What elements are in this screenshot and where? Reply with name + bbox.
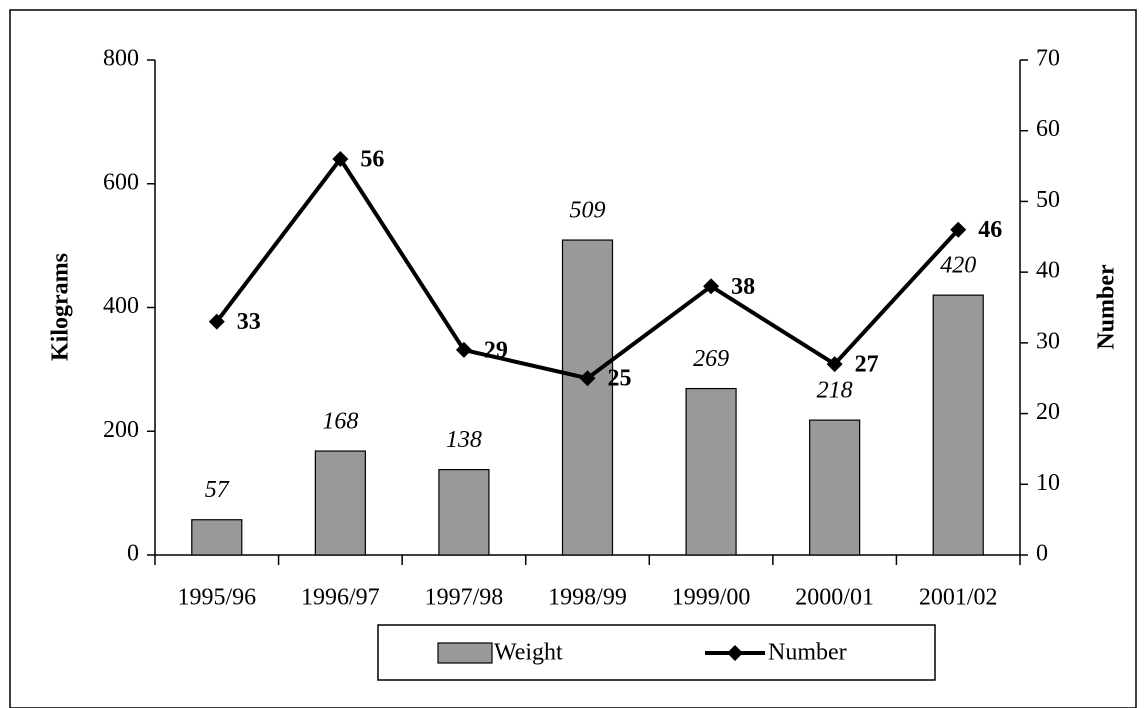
line-value-label: 33 <box>237 309 261 335</box>
x-tick-label: 1998/99 <box>548 585 627 611</box>
line-marker <box>332 151 349 167</box>
bar-value-label: 509 <box>570 198 606 224</box>
y2-axis-title: Number <box>1094 264 1120 350</box>
y-tick-label: 600 <box>103 169 139 195</box>
chart-border <box>9 9 1137 708</box>
bar <box>685 387 737 556</box>
y2-tick-label: 30 <box>1036 328 1060 354</box>
bar-value-label: 269 <box>693 346 729 372</box>
bar-value-label: 218 <box>817 378 853 404</box>
line-marker <box>826 356 843 373</box>
line-value-label: 38 <box>731 274 755 300</box>
bar-value-label: 57 <box>205 477 230 503</box>
line-marker <box>208 313 225 330</box>
line-value-label: 56 <box>360 147 384 173</box>
y-tick-label: 400 <box>103 293 139 319</box>
legend-label: Number <box>768 640 847 666</box>
line-marker <box>950 221 967 238</box>
y2-tick-label: 50 <box>1036 187 1060 213</box>
y2-tick-label: 60 <box>1036 116 1060 142</box>
bar-value-label: 420 <box>940 253 976 279</box>
bar-value-label: 138 <box>446 427 482 453</box>
line-marker <box>703 278 720 295</box>
bar <box>314 450 366 556</box>
legend-swatch <box>437 642 493 664</box>
x-tick-label: 1999/00 <box>672 585 751 611</box>
line-value-label: 25 <box>608 366 632 392</box>
line-marker <box>579 370 596 387</box>
line-value-label: 46 <box>978 217 1002 243</box>
x-tick-label: 1997/98 <box>425 585 504 611</box>
y-tick-label: 800 <box>103 46 139 72</box>
bar <box>932 294 984 556</box>
y2-tick-label: 10 <box>1036 470 1060 496</box>
x-tick-label: 1995/96 <box>177 585 256 611</box>
bar <box>191 519 243 556</box>
legend <box>377 624 936 681</box>
line-value-label: 27 <box>855 352 879 378</box>
line-marker <box>455 341 472 358</box>
x-tick-label: 1996/97 <box>301 585 380 611</box>
y-axis-title: Kilograms <box>48 253 74 361</box>
y-tick-label: 200 <box>103 417 139 443</box>
y2-tick-label: 70 <box>1036 46 1060 72</box>
y-tick-label: 0 <box>127 541 139 567</box>
legend-swatch <box>727 645 743 661</box>
bar <box>561 239 614 556</box>
x-tick-label: 2001/02 <box>919 585 998 611</box>
y2-tick-label: 0 <box>1036 541 1048 567</box>
bar <box>809 419 861 556</box>
x-tick-label: 2000/01 <box>795 585 874 611</box>
y2-tick-label: 20 <box>1036 399 1060 425</box>
bar-value-label: 168 <box>322 409 358 435</box>
bar <box>438 469 490 556</box>
y2-tick-label: 40 <box>1036 258 1060 284</box>
legend-label: Weight <box>494 640 563 666</box>
line-value-label: 29 <box>484 337 508 363</box>
